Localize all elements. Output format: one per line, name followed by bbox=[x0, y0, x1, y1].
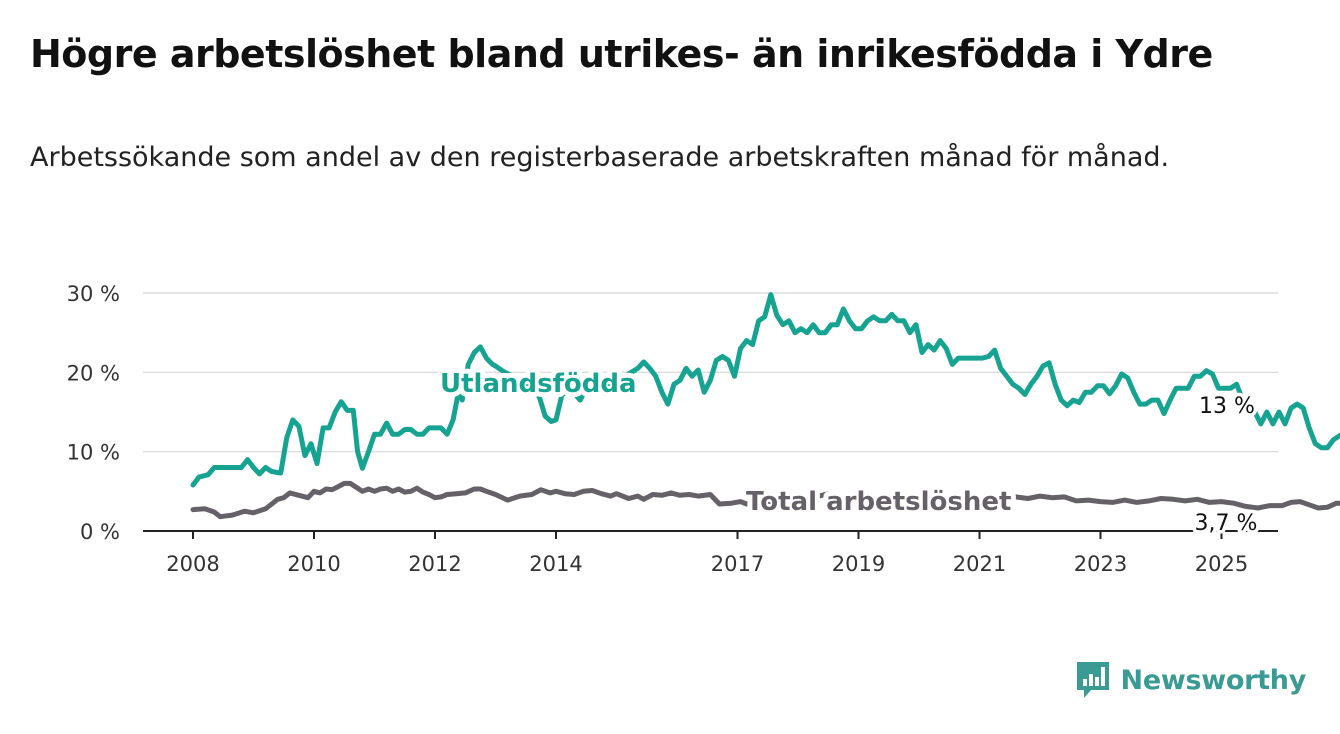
end-label-total: 3,7 %3,7 % bbox=[1191, 508, 1261, 540]
svg-text:Utlandsfödda: Utlandsfödda bbox=[440, 369, 637, 399]
x-tick-label: 2021 bbox=[953, 552, 1006, 576]
y-tick-label: 20 % bbox=[67, 361, 120, 385]
svg-text:Utlandsfödda: Utlandsfödda bbox=[440, 369, 637, 399]
x-tick-label: 2023 bbox=[1074, 552, 1127, 576]
x-tick-label: 2010 bbox=[287, 552, 340, 576]
brand-name: Newsworthy bbox=[1120, 664, 1307, 696]
svg-text:13 %: 13 % bbox=[1199, 394, 1255, 419]
series-layer bbox=[190, 292, 1340, 520]
bar-chart-speech-bubble-icon bbox=[1076, 662, 1109, 698]
series-line-total bbox=[190, 480, 1340, 520]
y-tick-label: 30 % bbox=[67, 282, 120, 306]
svg-text:3,7 %: 3,7 % bbox=[1195, 511, 1258, 536]
newsworthy-logo[interactable]: Newsworthy bbox=[1075, 660, 1306, 700]
y-tick-label: 0 % bbox=[80, 520, 120, 544]
x-tick-label: 2012 bbox=[408, 552, 461, 576]
series-line-utlandsfodda bbox=[190, 292, 1340, 488]
svg-text:13 %: 13 % bbox=[1199, 394, 1255, 419]
end-label-utlandsfodda: 13 %13 % bbox=[1196, 391, 1259, 423]
y-tick-label: 10 % bbox=[67, 441, 120, 465]
x-tick-label: 2025 bbox=[1195, 552, 1248, 576]
x-tick-label: 2019 bbox=[832, 552, 885, 576]
label-layer: 0 % 10 % 20 % 30 % 2008 2010 2012 2014 2017 2019 2… bbox=[67, 282, 1261, 576]
svg-text:Total arbetslöshet: Total arbetslöshet bbox=[746, 487, 1011, 517]
x-tick-label: 2017 bbox=[711, 552, 764, 576]
chart-subtitle: Arbetssökande som andel av den registerb… bbox=[30, 142, 1170, 173]
svg-text:Total arbetslöshet: Total arbetslöshet bbox=[746, 487, 1011, 517]
x-tick-label: 2008 bbox=[166, 552, 219, 576]
chart-title: Högre arbetslöshet bland utrikes- än inr… bbox=[30, 32, 1213, 76]
x-tick-label: 2014 bbox=[529, 552, 582, 576]
svg-text:3,7 %: 3,7 % bbox=[1195, 511, 1258, 536]
